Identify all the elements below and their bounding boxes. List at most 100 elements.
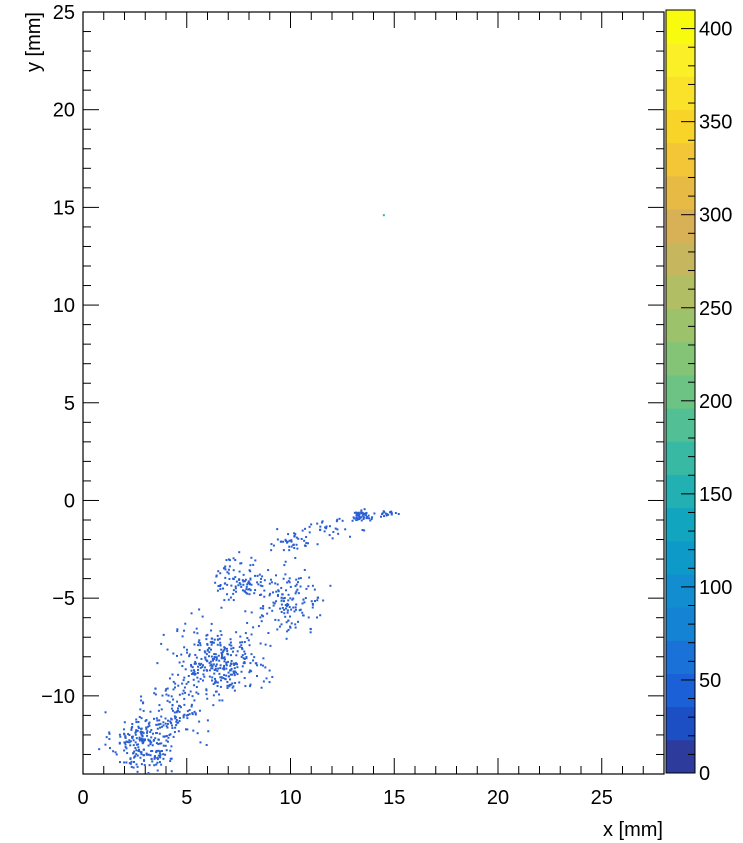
hit-point (149, 731, 152, 734)
hit-point (337, 532, 340, 535)
hit-point (180, 653, 183, 656)
hit-point (166, 726, 169, 729)
hit-point (236, 673, 239, 676)
hit-point (390, 513, 393, 516)
hit-point (193, 662, 196, 665)
hit-point (140, 699, 143, 702)
hit-point (231, 686, 234, 689)
hit-point (228, 685, 231, 688)
hit-point (171, 673, 174, 676)
hit-point (164, 753, 167, 756)
hit-point (230, 647, 233, 650)
hit-point (290, 539, 293, 542)
hit-point (135, 737, 138, 740)
hit-point (137, 743, 140, 746)
hit-point (222, 649, 225, 652)
hit-point (302, 614, 305, 617)
hit-point (219, 572, 222, 575)
hit-point (221, 587, 224, 590)
hit-point (156, 662, 159, 665)
hit-point (368, 517, 371, 520)
hit-point (275, 590, 278, 593)
hit-point (159, 756, 162, 759)
hit-point (108, 738, 111, 741)
hit-point (287, 580, 290, 583)
hit-point (358, 512, 361, 515)
hit-point (129, 757, 132, 760)
hit-point (288, 577, 291, 580)
hit-point (152, 717, 155, 720)
hit-point (226, 593, 229, 596)
hit-point (155, 717, 158, 720)
hit-point (360, 509, 363, 512)
hit-point (143, 754, 146, 757)
hit-point (226, 652, 229, 655)
hit-point (365, 511, 368, 514)
hit-point (123, 732, 126, 735)
hit-point (154, 693, 157, 696)
hit-point (286, 540, 289, 543)
hit-point (363, 508, 366, 511)
hit-point (143, 759, 146, 762)
x-tick-label: 20 (487, 787, 509, 809)
hit-point (263, 589, 266, 592)
hit-point (366, 517, 369, 520)
hit-point (294, 608, 297, 611)
hit-point (216, 685, 219, 688)
hit-point (157, 749, 160, 752)
hit-point (208, 647, 211, 650)
color-scale-band (666, 76, 695, 111)
hit-point (271, 591, 274, 594)
hit-point (370, 518, 373, 521)
hit-point (147, 753, 150, 756)
hit-point (134, 733, 137, 736)
hit-point (281, 593, 284, 596)
color-scale-band (666, 540, 695, 575)
hit-point (286, 602, 289, 605)
hit-point (285, 637, 288, 640)
hit-point (135, 730, 138, 733)
hit-point (229, 664, 232, 667)
hit-point (211, 664, 214, 667)
x-tick-label: 15 (383, 787, 405, 809)
hit-point (160, 715, 163, 718)
hit-point (196, 671, 199, 674)
hit-point (196, 676, 199, 679)
hit-point (308, 525, 311, 528)
hit-point (357, 511, 360, 514)
hit-point (243, 641, 246, 644)
hit-point (151, 732, 154, 735)
hit-point (341, 519, 344, 522)
hit-point (282, 549, 285, 552)
hit-point (295, 578, 298, 581)
hit-point (166, 648, 169, 651)
hit-point (367, 514, 370, 517)
hit-point (202, 669, 205, 672)
hit-point (217, 585, 220, 588)
hit-point (296, 588, 299, 591)
hit-point (329, 584, 332, 587)
hit-point (306, 542, 309, 545)
hit-point (230, 667, 233, 670)
hit-point (135, 721, 138, 724)
hit-point (151, 744, 154, 747)
hit-point (188, 709, 191, 712)
hit-point (215, 575, 218, 578)
hit-point (206, 659, 209, 662)
hit-point (118, 733, 121, 736)
hit-point (212, 663, 215, 666)
hit-point (247, 588, 250, 591)
hit-point (138, 715, 141, 718)
hit-point (234, 681, 237, 684)
hit-point (160, 763, 163, 766)
hit-point (171, 703, 174, 706)
hit-point (211, 679, 214, 682)
hit-point (218, 693, 221, 696)
hit-point (160, 642, 163, 645)
hit-point (177, 707, 180, 710)
hit-point (145, 728, 148, 731)
color-scale-label: 250 (699, 298, 732, 320)
x-axis-label: x [mm] (603, 819, 663, 841)
hit-point (231, 673, 234, 676)
color-scale-label: 50 (699, 670, 721, 692)
